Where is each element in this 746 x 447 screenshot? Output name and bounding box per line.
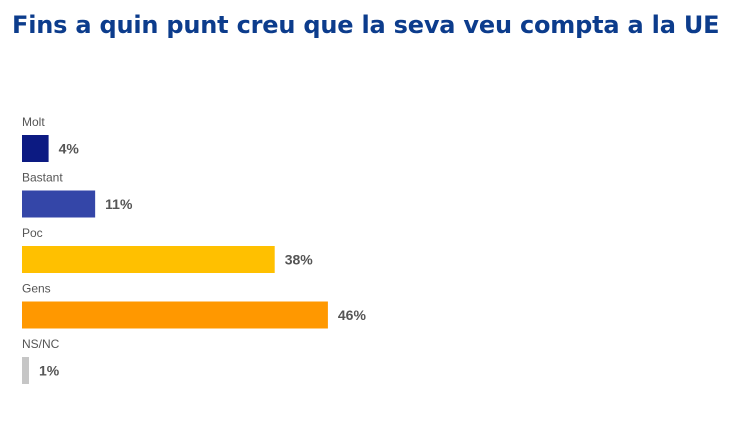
value-label: 46% [338,307,367,323]
category-label: NS/NC [22,337,60,351]
category-label: Gens [22,282,51,296]
value-label: 1% [39,363,60,379]
category-label: Bastant [22,171,63,185]
chart-title: Fins a quin punt creu que la seva veu co… [12,11,720,39]
category-label: Molt [22,115,45,129]
category-label: Poc [22,226,43,240]
bar [22,357,29,384]
bar [22,301,328,329]
value-label: 4% [59,141,80,157]
value-label: 11% [105,196,133,212]
bar [22,135,49,162]
value-label: 38% [285,252,314,268]
bar [22,246,275,273]
bar [22,190,96,218]
